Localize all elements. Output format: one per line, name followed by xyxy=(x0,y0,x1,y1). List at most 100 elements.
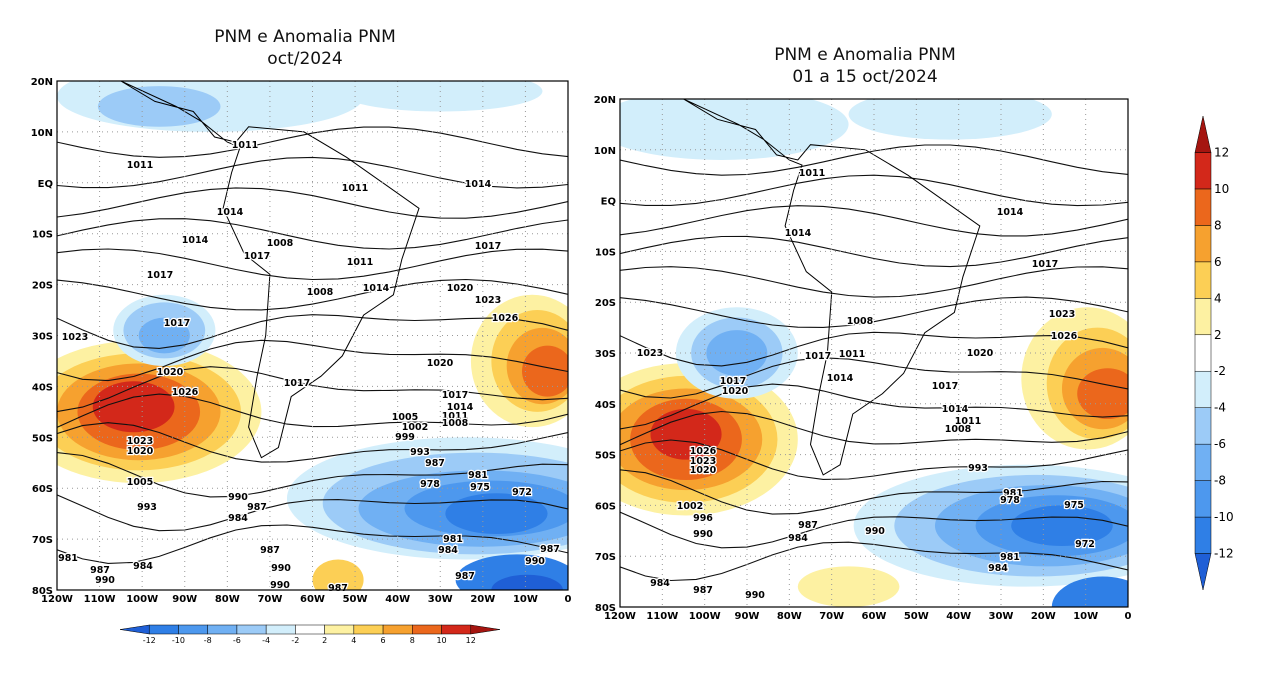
anomaly-shading xyxy=(491,574,563,590)
colorbar-label: 2 xyxy=(322,636,327,645)
isobar xyxy=(620,383,1128,430)
contour-label: 1023 xyxy=(475,295,501,306)
colorbar-swatch xyxy=(1194,370,1212,408)
contour-label: 984 xyxy=(988,563,1008,574)
map-area xyxy=(620,99,1128,607)
isobar xyxy=(620,296,1128,328)
colorbar-label: 8 xyxy=(410,636,415,645)
contour-label: 1011 xyxy=(232,140,258,151)
lat-tick-label: 60S xyxy=(32,484,53,495)
contour-label: 987 xyxy=(328,583,348,594)
colorbar-label: -4 xyxy=(1214,401,1226,415)
lat-tick-label: 50S xyxy=(32,433,53,444)
contour-label: 990 xyxy=(270,580,290,591)
isobar xyxy=(620,357,1128,399)
colorbar-label: 6 xyxy=(1214,255,1222,269)
colorbar-swatch xyxy=(324,624,355,635)
contour-label: 1011 xyxy=(347,257,373,268)
contour-label: 1020 xyxy=(447,283,474,294)
isobar xyxy=(57,314,568,349)
colorbar-swatch xyxy=(178,624,208,635)
contour-label: 1017 xyxy=(164,318,190,329)
lon-tick-label: 120W xyxy=(604,611,636,622)
contour-label: 990 xyxy=(693,529,713,540)
contour-label: 984 xyxy=(133,561,153,572)
colorbar-label: -12 xyxy=(143,636,156,645)
lon-tick-label: 70W xyxy=(819,611,844,622)
lon-tick-label: 50W xyxy=(343,594,368,605)
map-frame xyxy=(619,98,1129,608)
contour-label: 1017 xyxy=(244,251,270,262)
lat-tick-label: 10S xyxy=(595,247,616,258)
contour-label: 1008 xyxy=(307,287,334,298)
lon-tick-label: 40W xyxy=(385,594,410,605)
colorbar-label: 8 xyxy=(1214,218,1222,232)
colorbar-label: -6 xyxy=(233,636,241,645)
contour-label: 981 xyxy=(1003,488,1023,499)
colorbar-label: 4 xyxy=(1214,291,1222,305)
isobar xyxy=(620,174,1128,207)
contour-label: 1023 xyxy=(127,436,153,447)
lon-tick-label: 110W xyxy=(646,611,678,622)
colorbar-swatch xyxy=(412,624,442,635)
panel-title: oct/2024 xyxy=(267,49,342,69)
lon-tick-label: 60W xyxy=(862,611,887,622)
contour-label: 1005 xyxy=(127,477,153,488)
colorbar-swatch xyxy=(119,624,150,635)
lon-tick-label: 100W xyxy=(689,611,721,622)
colorbar-label: -10 xyxy=(1214,510,1234,524)
contour-label: 993 xyxy=(137,502,157,513)
contour-label: 1014 xyxy=(827,373,854,384)
lat-tick-label: 10N xyxy=(31,128,53,139)
isobar xyxy=(57,524,568,564)
colorbar-label: 12 xyxy=(466,636,476,645)
colorbar-swatch xyxy=(1194,334,1212,372)
lon-tick-label: 80W xyxy=(777,611,802,622)
contour-label: 987 xyxy=(455,571,475,582)
isobar xyxy=(57,218,568,250)
lat-tick-label: 70S xyxy=(595,552,616,563)
contour-label: 1017 xyxy=(932,381,958,392)
colorbar-label: 10 xyxy=(1214,182,1229,196)
contour-label: 1023 xyxy=(1049,309,1075,320)
isobar xyxy=(620,235,1128,268)
colorbar-swatch xyxy=(1194,516,1212,554)
contour-label: 972 xyxy=(1075,539,1095,550)
contour-label: 987 xyxy=(540,544,560,555)
anomaly-shading xyxy=(706,330,768,376)
colorbar-swatch xyxy=(1194,261,1212,299)
colorbar-label: 12 xyxy=(1214,145,1229,159)
lon-tick-label: 30W xyxy=(989,611,1014,622)
colorbar-label: 10 xyxy=(436,636,446,645)
colorbar-swatch xyxy=(295,624,325,635)
lon-tick-label: 20W xyxy=(1031,611,1056,622)
anomaly-shading xyxy=(1077,368,1128,420)
lat-tick-label: EQ xyxy=(38,179,53,190)
contour-label: 1017 xyxy=(284,378,310,389)
contour-label: 996 xyxy=(693,513,713,524)
isobar xyxy=(620,410,1128,446)
lon-tick-label: 10W xyxy=(513,594,538,605)
colorbar-swatch xyxy=(236,624,267,635)
lon-tick-label: 0 xyxy=(565,594,572,605)
isobar xyxy=(57,278,568,311)
lon-tick-label: 0 xyxy=(1125,611,1132,622)
contour-label: 1026 xyxy=(172,387,199,398)
coastline xyxy=(120,81,420,459)
colorbar-swatch xyxy=(207,624,238,635)
lon-tick-label: 90W xyxy=(735,611,760,622)
colorbar-label: -2 xyxy=(291,636,299,645)
contour-label: 1008 xyxy=(847,316,874,327)
contour-label: 987 xyxy=(247,502,267,513)
contour-label: 1011 xyxy=(442,411,468,422)
contour-label: 1017 xyxy=(720,376,746,387)
colorbar-swatch xyxy=(265,624,296,635)
contour-label: 990 xyxy=(525,556,545,567)
anomaly-shading xyxy=(620,99,849,160)
contour-label: 984 xyxy=(788,533,808,544)
anomaly-shading xyxy=(650,408,722,460)
contour-label: 1002 xyxy=(402,422,428,433)
contour-label: 1005 xyxy=(392,412,418,423)
lon-tick-label: 70W xyxy=(257,594,282,605)
